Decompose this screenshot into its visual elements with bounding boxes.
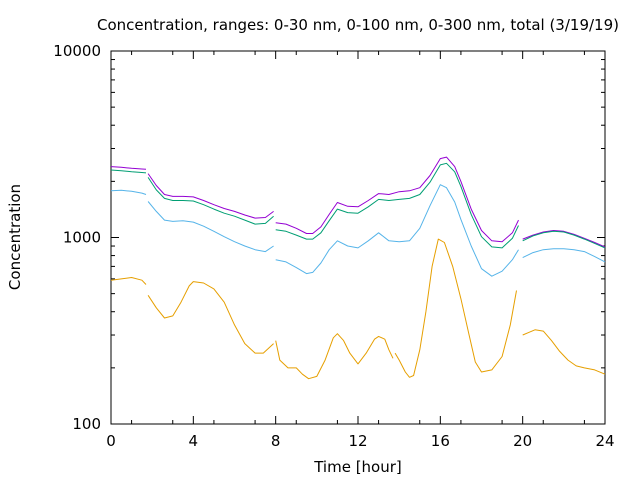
series-line-segment	[110, 189, 147, 195]
series-line-segment	[147, 201, 274, 253]
series-line-segment	[147, 177, 274, 225]
plot-area	[110, 50, 606, 425]
y-tick-label: 1000	[63, 229, 101, 247]
series-1	[110, 156, 606, 248]
series-line-segment	[275, 184, 519, 277]
series-line-segment	[522, 248, 606, 263]
series-line-segment	[275, 333, 394, 380]
series-line-segment	[394, 238, 517, 378]
x-tick-label: 16	[431, 432, 450, 450]
series-line-segment	[522, 230, 606, 248]
y-axis-label: Concentration	[6, 184, 24, 290]
x-tick-label: 24	[595, 432, 614, 450]
y-tick-label: 100	[72, 415, 101, 433]
series-line-segment	[275, 162, 519, 249]
series-line-segment	[147, 281, 274, 354]
x-tick-label: 0	[106, 432, 116, 450]
x-tick-label: 12	[348, 432, 367, 450]
x-axis-label: Time [hour]	[313, 458, 402, 476]
x-tick-label: 4	[189, 432, 199, 450]
series-2	[110, 162, 606, 249]
x-tick-label: 20	[513, 432, 532, 450]
series-line-segment	[522, 230, 606, 249]
series-line-segment	[110, 166, 147, 170]
series-line-segment	[110, 169, 147, 174]
y-tick-label: 10000	[53, 42, 101, 60]
series-line-segment	[522, 329, 606, 375]
series-line-segment	[110, 277, 147, 285]
chart-title: Concentration, ranges: 0-30 nm, 0-100 nm…	[97, 16, 619, 34]
series-line-segment	[275, 156, 519, 243]
x-tick-label: 8	[271, 432, 281, 450]
series-4	[110, 238, 606, 380]
series-line-segment	[147, 173, 274, 219]
series-3	[110, 184, 606, 277]
